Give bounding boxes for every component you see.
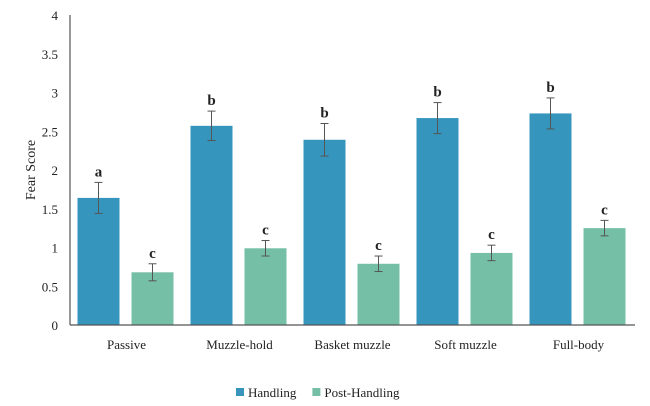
x-tick-label: Passive xyxy=(107,337,146,352)
bar-handling xyxy=(303,139,346,325)
bar-post-handling xyxy=(583,228,626,325)
y-axis: 0 0.5 1 1.5 2 2.5 3 3.5 4 xyxy=(42,8,71,333)
x-tick-label: Full-body xyxy=(553,337,605,352)
significance-label: b xyxy=(207,93,215,109)
legend-swatch xyxy=(236,388,244,396)
y-tick-label: 1.5 xyxy=(42,202,58,217)
significance-label: c xyxy=(375,238,382,254)
significance-label: c xyxy=(262,223,269,239)
bar-post-handling xyxy=(357,263,400,325)
significance-label: a xyxy=(95,164,103,180)
bar-post-handling xyxy=(244,248,287,325)
x-tick-label: Basket muzzle xyxy=(314,337,390,352)
legend-label: Post-Handling xyxy=(324,385,400,400)
significance-label: c xyxy=(149,246,156,262)
y-tick-label: 1 xyxy=(52,241,59,256)
significance-label: c xyxy=(488,227,495,243)
y-tick-label: 3 xyxy=(52,86,59,101)
y-tick-label: 2 xyxy=(52,163,59,178)
y-tick-label: 3.5 xyxy=(42,47,58,62)
x-axis: Passive Muzzle-hold Basket muzzle Soft muzz… xyxy=(70,324,635,352)
y-tick-label: 0 xyxy=(52,318,59,333)
bar-handling xyxy=(190,125,233,325)
y-tick-label: 0.5 xyxy=(42,279,58,294)
x-tick-label: Soft muzzle xyxy=(434,337,497,352)
bar-handling xyxy=(529,113,572,325)
bar-post-handling xyxy=(470,252,513,325)
significance-label: b xyxy=(320,106,328,122)
y-tick-label: 2.5 xyxy=(42,124,58,139)
legend: Handling Post-Handling xyxy=(236,385,400,400)
significance-label: b xyxy=(433,85,441,101)
legend-label: Handling xyxy=(248,385,297,400)
y-tick-label: 4 xyxy=(52,8,59,23)
legend-swatch xyxy=(312,388,321,396)
significance-label: c xyxy=(601,202,608,218)
significance-label: b xyxy=(546,80,554,96)
bar-handling xyxy=(77,197,120,325)
bar-handling xyxy=(416,118,459,325)
x-tick-label: Muzzle-hold xyxy=(206,337,273,352)
bars: a c b c b c b c b c xyxy=(77,80,626,325)
y-axis-label: Fear Score xyxy=(24,140,39,200)
